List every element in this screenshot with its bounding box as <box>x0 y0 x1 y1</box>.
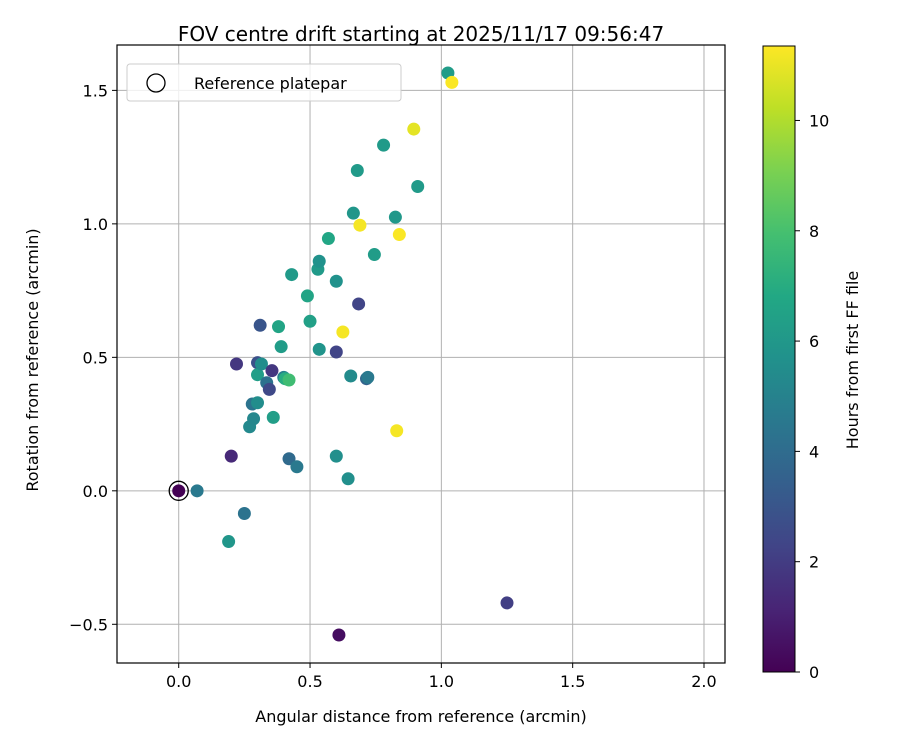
colorbar-tick-label: 10 <box>809 111 829 130</box>
y-tick-label: −0.5 <box>69 615 108 634</box>
legend-box <box>126 63 402 102</box>
reference-marker-layer <box>168 480 189 501</box>
data-point <box>272 320 286 334</box>
legend-reference-marker <box>146 73 166 93</box>
data-point <box>321 232 335 246</box>
data-point <box>346 206 360 220</box>
data-point <box>251 368 265 382</box>
colorbar-label: Hours from first FF file <box>843 271 862 450</box>
data-point <box>237 507 251 521</box>
data-point <box>390 424 404 438</box>
x-tick-label: 2.0 <box>691 672 716 691</box>
data-point <box>172 484 186 498</box>
colorbar <box>762 45 796 673</box>
data-point <box>500 596 514 610</box>
colorbar-tick-label: 0 <box>809 663 819 682</box>
y-tick-label: 1.0 <box>83 215 108 234</box>
legend: Reference platepar <box>126 63 402 102</box>
colorbar-tick-label: 4 <box>809 442 819 461</box>
data-point <box>344 369 358 383</box>
plot-area <box>117 45 725 663</box>
y-axis-label: Rotation from reference (arcmin) <box>23 228 42 491</box>
x-tick-label: 1.0 <box>429 672 454 691</box>
colorbar-tick-label: 8 <box>809 222 819 241</box>
data-point <box>285 268 299 282</box>
data-point <box>332 628 346 642</box>
data-point <box>407 122 421 136</box>
data-point <box>352 297 366 311</box>
data-point <box>229 357 243 371</box>
data-point <box>329 345 343 359</box>
grid <box>117 45 725 663</box>
data-point <box>222 535 236 549</box>
data-point <box>341 472 355 486</box>
data-point <box>445 75 459 89</box>
data-point <box>282 452 296 466</box>
data-point <box>312 254 326 268</box>
scatter-points <box>172 66 514 642</box>
data-point <box>367 248 381 262</box>
x-tick-label: 0.0 <box>166 672 191 691</box>
data-point <box>329 274 343 288</box>
data-point <box>312 342 326 356</box>
x-axis-label: Angular distance from reference (arcmin) <box>255 707 586 726</box>
data-point <box>377 138 391 152</box>
data-point <box>336 325 350 339</box>
reference-platepar-marker <box>168 480 189 501</box>
data-point <box>262 382 276 396</box>
data-point <box>300 289 314 303</box>
data-point <box>303 314 317 328</box>
y-tick-label: 0.5 <box>83 348 108 367</box>
data-point <box>350 163 364 177</box>
colorbar-tick-label: 2 <box>809 553 819 572</box>
data-point <box>247 412 261 426</box>
y-tick-label: 1.5 <box>83 81 108 100</box>
data-point <box>224 449 238 463</box>
chart-title: FOV centre drift starting at 2025/11/17 … <box>178 22 664 46</box>
data-point <box>392 228 406 242</box>
plot-frame <box>116 44 726 664</box>
data-point <box>353 218 367 232</box>
data-point <box>265 364 279 378</box>
x-tick-label: 1.5 <box>560 672 585 691</box>
legend-label: Reference platepar <box>194 74 347 93</box>
y-axis-ticks: −0.5 0.0 0.5 1.0 1.5 <box>69 81 117 634</box>
data-point <box>254 357 268 371</box>
data-point <box>190 484 204 498</box>
x-tick-label: 0.5 <box>297 672 322 691</box>
colorbar-ticks: 0 2 4 6 8 10 <box>795 111 829 682</box>
data-point <box>266 410 280 424</box>
data-point <box>290 460 304 474</box>
data-point <box>388 210 402 224</box>
data-point <box>282 373 296 387</box>
data-point <box>251 396 265 410</box>
colorbar-tick-label: 6 <box>809 332 819 351</box>
y-tick-label: 0.0 <box>83 482 108 501</box>
x-axis-ticks: 0.0 0.5 1.0 1.5 2.0 <box>166 663 717 691</box>
data-point <box>274 340 288 354</box>
data-point <box>329 449 343 463</box>
data-point <box>411 179 425 193</box>
data-point <box>253 318 267 332</box>
data-point <box>361 370 375 384</box>
